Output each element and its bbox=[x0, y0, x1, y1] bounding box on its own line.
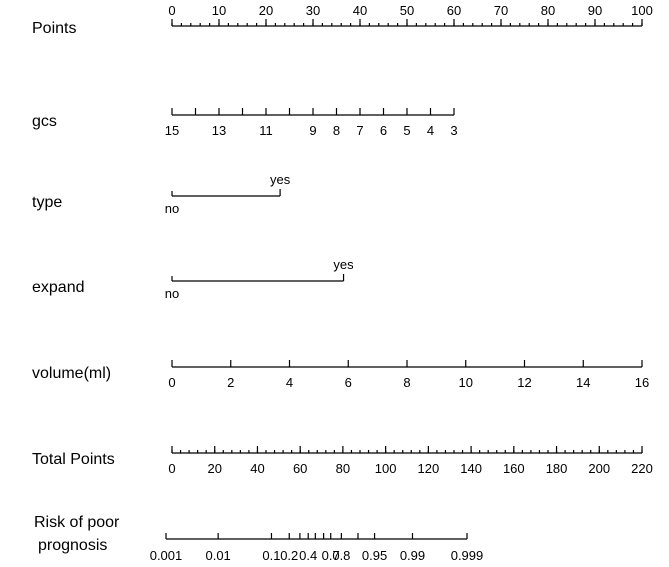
total-points-tick-label-220: 220 bbox=[631, 461, 653, 476]
points-tick-label-60: 60 bbox=[447, 3, 461, 18]
risk-of-poor-prognosis-tick-label-0_001: 0.001 bbox=[150, 548, 183, 563]
gcs-tick-label-6: 6 bbox=[380, 123, 387, 138]
points-tick-label-30: 30 bbox=[306, 3, 320, 18]
total-points-tick-label-0: 0 bbox=[168, 461, 175, 476]
total-points-tick-label-140: 140 bbox=[460, 461, 482, 476]
expand-level-yes: yes bbox=[333, 257, 354, 272]
points-tick-label-90: 90 bbox=[588, 3, 602, 18]
expand-level-no: no bbox=[165, 286, 179, 301]
volume-ml-tick-label-16: 16 bbox=[635, 375, 649, 390]
risk-of-poor-prognosis-row-label-line2: prognosis bbox=[38, 537, 107, 554]
type-level-no: no bbox=[165, 201, 179, 216]
risk-of-poor-prognosis-tick-label-0_01: 0.01 bbox=[205, 548, 230, 563]
points-tick-label-100: 100 bbox=[631, 3, 653, 18]
risk-of-poor-prognosis-tick-label-0_7: 0.7 bbox=[322, 548, 340, 563]
total-points-tick-label-80: 80 bbox=[336, 461, 350, 476]
risk-of-poor-prognosis-tick-label-0_8: 0.8 bbox=[332, 548, 350, 563]
volume-ml-tick-label-8: 8 bbox=[403, 375, 410, 390]
gcs-tick-label-7: 7 bbox=[356, 123, 363, 138]
gcs-tick-label-3: 3 bbox=[450, 123, 457, 138]
total-points-tick-label-20: 20 bbox=[207, 461, 221, 476]
gcs-tick-label-11: 11 bbox=[259, 123, 273, 138]
points-tick-label-80: 80 bbox=[541, 3, 555, 18]
volume-ml-tick-label-4: 4 bbox=[286, 375, 293, 390]
gcs-tick-label-13: 13 bbox=[212, 123, 226, 138]
risk-of-poor-prognosis-tick-label-0_4: 0.4 bbox=[299, 548, 317, 563]
total-points-tick-label-100: 100 bbox=[375, 461, 397, 476]
total-points-tick-label-60: 60 bbox=[293, 461, 307, 476]
volume-ml-row-label: volume(ml) bbox=[32, 365, 111, 382]
volume-ml-tick-label-0: 0 bbox=[168, 375, 175, 390]
total-points-tick-label-200: 200 bbox=[588, 461, 610, 476]
risk-of-poor-prognosis-tick-label-0_999: 0.999 bbox=[451, 548, 484, 563]
volume-ml-tick-label-10: 10 bbox=[459, 375, 473, 390]
volume-ml-tick-label-12: 12 bbox=[517, 375, 531, 390]
risk-of-poor-prognosis-tick-label-0_99: 0.99 bbox=[400, 548, 425, 563]
total-points-tick-label-120: 120 bbox=[418, 461, 440, 476]
volume-ml-tick-label-6: 6 bbox=[345, 375, 352, 390]
gcs-tick-label-8: 8 bbox=[333, 123, 340, 138]
expand-row-label: expand bbox=[32, 279, 85, 296]
risk-of-poor-prognosis-tick-label-0_1: 0.1 bbox=[262, 548, 280, 563]
volume-ml-tick-label-2: 2 bbox=[227, 375, 234, 390]
total-points-row-label: Total Points bbox=[32, 451, 115, 468]
total-points-tick-label-180: 180 bbox=[546, 461, 568, 476]
total-points-tick-label-160: 160 bbox=[503, 461, 525, 476]
points-tick-label-70: 70 bbox=[494, 3, 508, 18]
gcs-tick-label-5: 5 bbox=[403, 123, 410, 138]
gcs-tick-label-9: 9 bbox=[309, 123, 316, 138]
type-row-label: type bbox=[32, 194, 62, 211]
volume-ml-tick-label-14: 14 bbox=[576, 375, 590, 390]
risk-of-poor-prognosis-tick-label-0_2: 0.2 bbox=[280, 548, 298, 563]
type-level-yes: yes bbox=[270, 172, 291, 187]
points-row-label: Points bbox=[32, 20, 76, 37]
risk-of-poor-prognosis-row-label-line1: Risk of poor bbox=[34, 514, 120, 531]
points-tick-label-0: 0 bbox=[168, 3, 175, 18]
gcs-tick-label-4: 4 bbox=[427, 123, 434, 138]
gcs-tick-label-15: 15 bbox=[165, 123, 179, 138]
gcs-row-label: gcs bbox=[32, 113, 57, 130]
total-points-tick-label-40: 40 bbox=[250, 461, 264, 476]
points-tick-label-10: 10 bbox=[212, 3, 226, 18]
points-tick-label-20: 20 bbox=[259, 3, 273, 18]
risk-of-poor-prognosis-tick-label-0_95: 0.95 bbox=[362, 548, 387, 563]
points-tick-label-40: 40 bbox=[353, 3, 367, 18]
points-tick-label-50: 50 bbox=[400, 3, 414, 18]
